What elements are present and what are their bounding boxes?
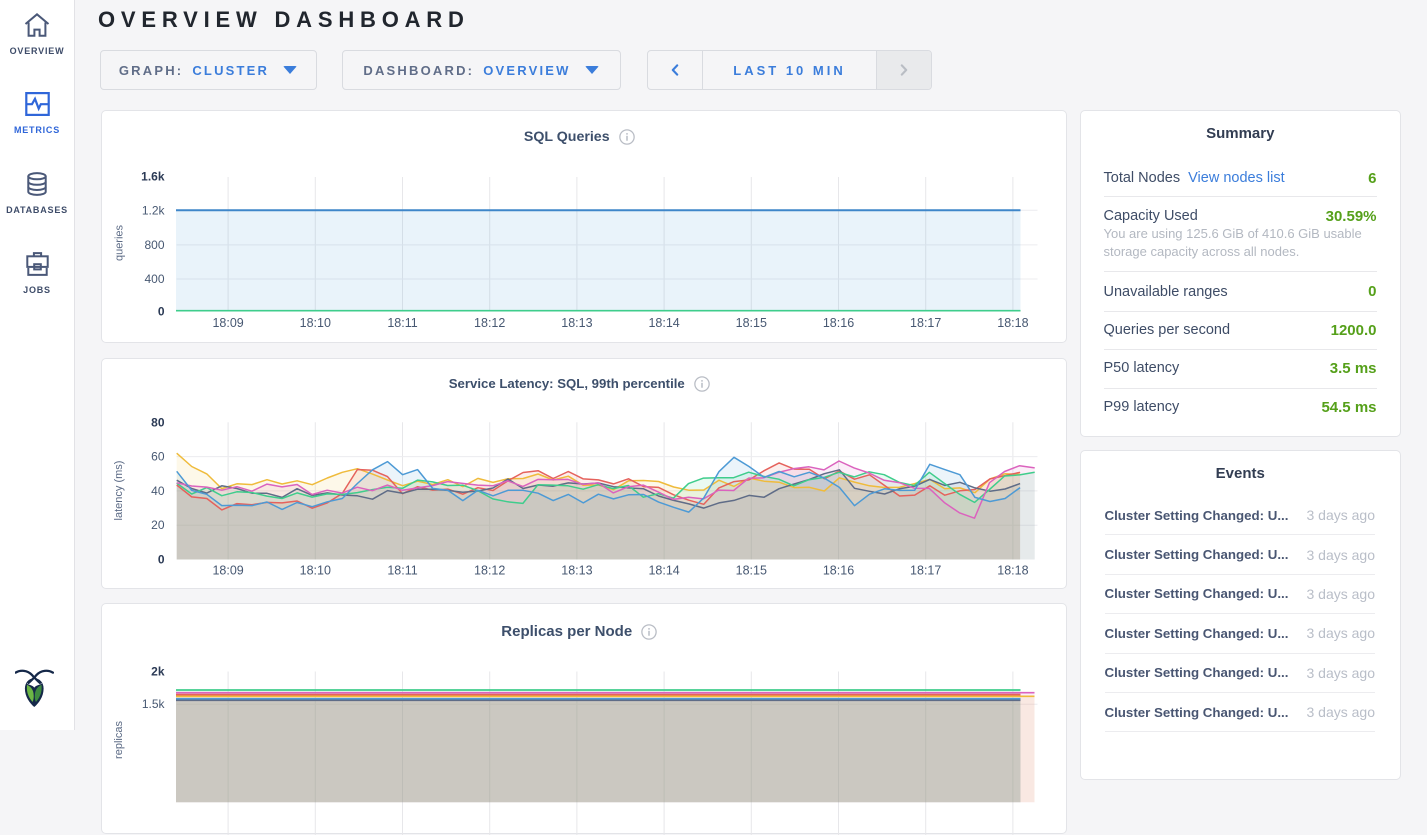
svg-text:1.2k: 1.2k [141,203,165,217]
svg-text:1.5k: 1.5k [141,697,165,711]
svg-text:1.6k: 1.6k [141,170,165,184]
svg-text:80: 80 [151,415,165,429]
svg-text:18:09: 18:09 [212,316,243,330]
svg-text:18:13: 18:13 [561,316,592,330]
svg-text:18:16: 18:16 [822,563,853,577]
svg-text:40: 40 [151,483,165,497]
svg-text:2k: 2k [151,665,165,679]
svg-text:18:10: 18:10 [299,316,330,330]
svg-text:queries: queries [113,224,125,261]
svg-text:replicas: replicas [113,721,125,759]
svg-text:0: 0 [157,552,164,566]
svg-text:18:10: 18:10 [299,563,330,577]
svg-text:20: 20 [151,518,165,532]
svg-text:latency (ms): latency (ms) [113,460,125,520]
svg-text:0: 0 [157,305,164,319]
svg-text:60: 60 [151,449,165,463]
svg-text:18:12: 18:12 [474,563,505,577]
svg-text:18:14: 18:14 [648,316,679,330]
svg-text:18:17: 18:17 [910,316,941,330]
svg-text:18:15: 18:15 [735,563,766,577]
svg-text:18:16: 18:16 [822,316,853,330]
svg-text:400: 400 [144,272,164,286]
svg-text:18:18: 18:18 [997,563,1028,577]
svg-text:800: 800 [144,238,164,252]
svg-text:18:17: 18:17 [910,563,941,577]
svg-text:18:15: 18:15 [735,316,766,330]
svg-text:18:09: 18:09 [212,563,243,577]
svg-text:18:13: 18:13 [561,563,592,577]
svg-text:18:11: 18:11 [387,563,417,577]
svg-text:18:11: 18:11 [387,316,417,330]
svg-text:18:14: 18:14 [648,563,679,577]
svg-text:18:18: 18:18 [997,316,1028,330]
svg-text:18:12: 18:12 [474,316,505,330]
